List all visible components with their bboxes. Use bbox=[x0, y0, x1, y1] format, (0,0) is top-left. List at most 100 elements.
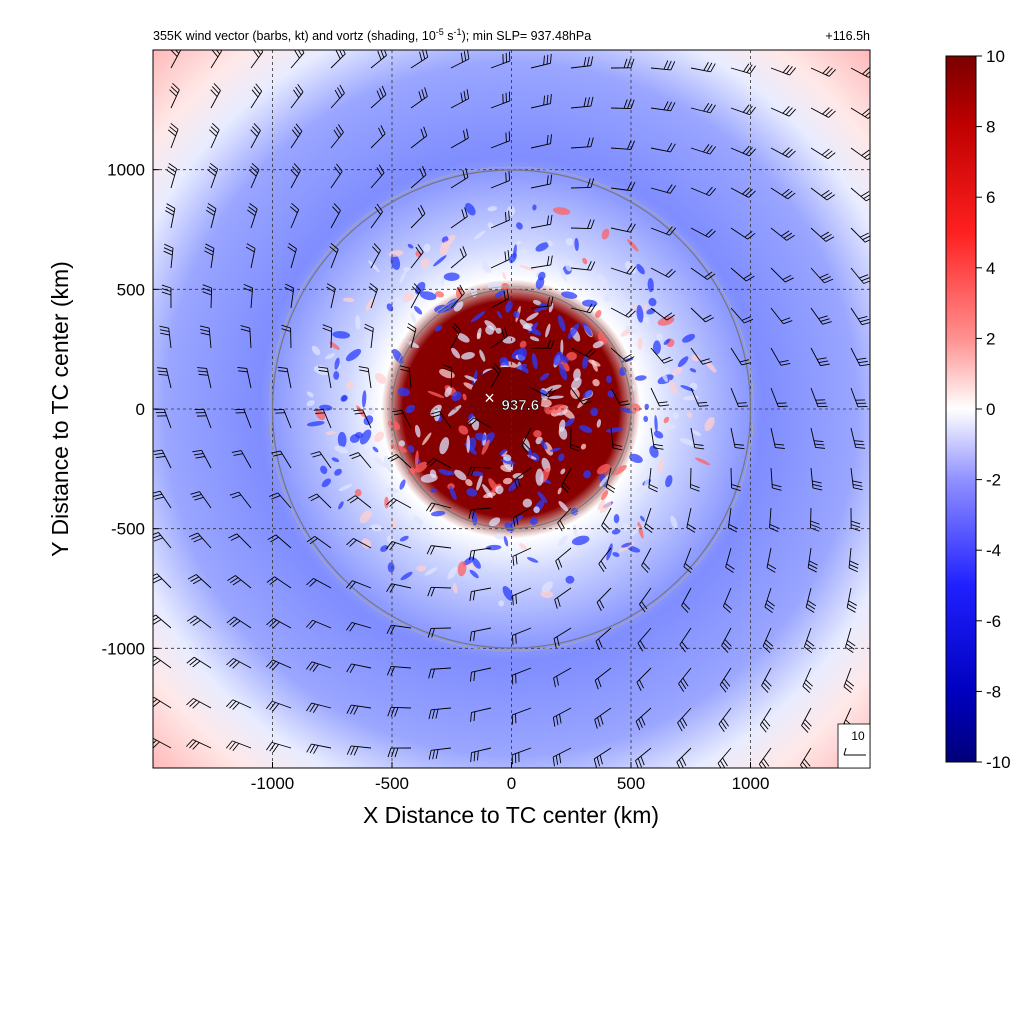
vorticity-speckle bbox=[515, 240, 522, 245]
vorticity-speckle bbox=[359, 510, 372, 524]
wind-barb bbox=[467, 466, 492, 477]
wind-barb bbox=[290, 50, 305, 69]
vorticity-speckle bbox=[341, 395, 348, 402]
vorticity-speckle bbox=[689, 368, 697, 373]
vorticity-speckle bbox=[632, 304, 637, 312]
vorticity-speckle bbox=[692, 430, 701, 437]
vorticity-speckle bbox=[519, 340, 527, 349]
vorticity-speckle bbox=[526, 312, 539, 321]
wind-barb bbox=[490, 250, 510, 269]
plot-area: × 937.6 bbox=[153, 50, 870, 768]
vorticity-speckle bbox=[387, 562, 395, 573]
vorticity-speckle bbox=[540, 440, 548, 450]
wind-barb bbox=[570, 427, 580, 452]
vorticity-speckle bbox=[494, 290, 506, 298]
vorticity-speckle bbox=[395, 297, 402, 307]
wind-barb bbox=[308, 493, 332, 509]
wind-barb bbox=[310, 451, 332, 469]
vorticity-speckle bbox=[315, 409, 326, 421]
vorticity-speckle bbox=[484, 320, 497, 331]
vorticity-speckle bbox=[579, 425, 593, 433]
vorticity-speckle bbox=[611, 528, 621, 535]
vorticity-speckle bbox=[337, 431, 347, 448]
wind-barb bbox=[810, 267, 834, 284]
vorticity-speckle bbox=[517, 347, 527, 362]
vorticity-speckle bbox=[560, 468, 566, 475]
wind-barb bbox=[570, 137, 594, 149]
wind-barb bbox=[635, 707, 652, 731]
vorticity-speckle bbox=[407, 341, 420, 349]
vorticity-speckle bbox=[553, 351, 564, 366]
wind-barb bbox=[530, 387, 556, 398]
wind-barb bbox=[511, 707, 532, 725]
tc-center-marker: × 937.6 bbox=[484, 388, 539, 414]
vorticity-speckle bbox=[516, 222, 523, 230]
wind-barb bbox=[399, 365, 412, 389]
vorticity-speckle bbox=[540, 590, 554, 599]
wind-barb bbox=[406, 323, 417, 349]
colorbar bbox=[945, 55, 977, 763]
wind-barb bbox=[530, 94, 552, 109]
vorticity-speckle bbox=[558, 266, 568, 282]
wind-barb bbox=[521, 427, 532, 453]
vorticity-speckle bbox=[522, 249, 529, 257]
wind-barb bbox=[210, 83, 221, 109]
wind-barb bbox=[641, 547, 652, 573]
wind-barb bbox=[644, 507, 654, 534]
vorticity-speckle bbox=[356, 405, 366, 418]
vorticity-speckle bbox=[481, 439, 490, 455]
range-rings bbox=[269, 166, 754, 652]
wind-barb bbox=[346, 538, 372, 549]
wind-barb bbox=[721, 627, 732, 653]
wind-barb bbox=[650, 427, 664, 450]
vorticity-speckle bbox=[355, 431, 364, 439]
wind-barb bbox=[730, 307, 754, 324]
wind-barb bbox=[610, 265, 637, 275]
wind-barb bbox=[358, 366, 372, 389]
vorticity-speckle bbox=[643, 415, 649, 423]
vorticity-speckle bbox=[415, 281, 426, 295]
vorticity-speckle bbox=[545, 384, 562, 392]
vorticity-speckle bbox=[629, 453, 643, 464]
wind-barb bbox=[594, 667, 612, 690]
wind-barb bbox=[161, 284, 172, 309]
vorticity-speckle bbox=[503, 357, 509, 366]
vorticity-speckle bbox=[471, 471, 484, 477]
vorticity-speckle bbox=[679, 438, 696, 447]
wind-barb bbox=[265, 700, 292, 712]
vorticity-speckle bbox=[661, 371, 668, 383]
vorticity-speckle bbox=[452, 583, 458, 594]
wind-barb bbox=[281, 324, 292, 349]
vorticity-speckle bbox=[533, 430, 542, 438]
wind-barb bbox=[594, 707, 612, 729]
vorticity-speckle bbox=[548, 303, 554, 313]
wind-barb bbox=[570, 260, 596, 271]
vorticity-speckle bbox=[547, 240, 553, 247]
vorticity-speckle bbox=[362, 390, 367, 408]
colorbar-tick-label: -6 bbox=[986, 612, 1001, 631]
vorticity-speckle bbox=[513, 310, 521, 318]
vorticity-speckle bbox=[582, 322, 593, 337]
wind-barb bbox=[347, 495, 372, 509]
vorticity-speckle bbox=[537, 491, 548, 504]
wind-barb bbox=[650, 101, 676, 112]
wind-barb bbox=[512, 587, 532, 606]
vorticity-speckle bbox=[482, 483, 493, 499]
wind-barb bbox=[596, 587, 612, 611]
x-tick-label: -500 bbox=[375, 774, 409, 793]
vorticity-speckle bbox=[375, 373, 387, 384]
wind-barb bbox=[803, 627, 815, 654]
vorticity-speckle bbox=[643, 476, 649, 492]
wind-barb bbox=[188, 532, 212, 549]
wind-barb bbox=[266, 618, 292, 629]
vorticity-speckle bbox=[590, 407, 599, 417]
x-tick-label: 500 bbox=[617, 774, 645, 793]
wind-barb bbox=[250, 83, 263, 109]
vorticity-speckle bbox=[677, 356, 689, 367]
wind-barb bbox=[690, 186, 717, 197]
vorticity-speckle bbox=[355, 314, 361, 330]
wind-barb bbox=[610, 223, 636, 233]
wind-barb bbox=[730, 104, 757, 116]
vorticity-speckle bbox=[529, 336, 540, 342]
wind-barb bbox=[805, 587, 817, 613]
